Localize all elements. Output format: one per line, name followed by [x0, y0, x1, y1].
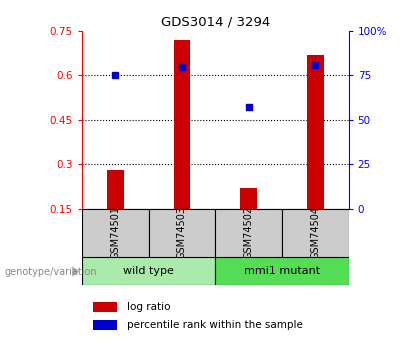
Bar: [282, 209, 349, 257]
Text: log ratio: log ratio: [127, 302, 171, 312]
Bar: [92, 302, 117, 312]
Bar: [215, 257, 349, 285]
Bar: [92, 320, 117, 330]
Text: genotype/variation: genotype/variation: [4, 267, 97, 277]
Bar: [240, 188, 257, 209]
Title: GDS3014 / 3294: GDS3014 / 3294: [160, 16, 270, 29]
Bar: [307, 55, 323, 209]
Bar: [149, 209, 215, 257]
Bar: [173, 40, 190, 209]
Text: GSM74501: GSM74501: [110, 206, 120, 259]
Bar: [107, 170, 123, 209]
Text: wild type: wild type: [123, 266, 174, 276]
Bar: [82, 257, 215, 285]
Text: percentile rank within the sample: percentile rank within the sample: [127, 320, 303, 330]
Text: GSM74502: GSM74502: [244, 206, 254, 259]
Text: GSM74503: GSM74503: [177, 206, 187, 259]
Bar: [82, 209, 149, 257]
Text: mmi1 mutant: mmi1 mutant: [244, 266, 320, 276]
Text: GSM74504: GSM74504: [310, 206, 320, 259]
Bar: [215, 209, 282, 257]
Polygon shape: [72, 266, 79, 277]
